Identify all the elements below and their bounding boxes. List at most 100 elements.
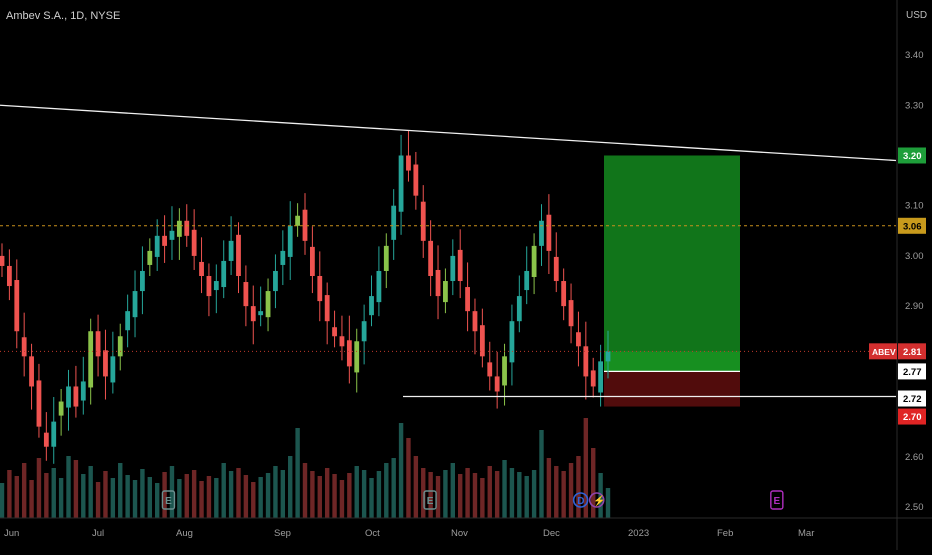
candle-body (524, 270, 530, 291)
earnings-icon[interactable] (161, 490, 176, 510)
x-tick-label: Dec (543, 528, 560, 539)
candle-body (428, 240, 434, 276)
volume-bar (480, 478, 485, 518)
volume-bar (554, 466, 559, 518)
price-tag-label: 2.72 (903, 394, 922, 405)
price-tag-label: 2.70 (903, 412, 922, 423)
volume-bar (347, 473, 352, 518)
candle-body (176, 220, 182, 237)
candle-body (443, 281, 448, 303)
volume-bar (324, 468, 330, 518)
loss-zone[interactable] (604, 371, 740, 407)
candle-body (531, 245, 537, 278)
volume-bar (546, 458, 552, 518)
x-tick-label: Jul (92, 528, 104, 539)
price-tag-entry[interactable] (898, 363, 926, 380)
candle-body (354, 341, 360, 373)
candle-body (80, 381, 86, 401)
open-pnl-zone (604, 351, 740, 372)
y-tick-label: 2.90 (905, 301, 924, 312)
volume-bar (147, 477, 153, 518)
event-marker-label: ⚡ (593, 494, 605, 507)
volume-bar (361, 470, 367, 518)
volume-bar (95, 482, 101, 518)
candle-body (590, 370, 596, 387)
y-tick-label: 3.40 (905, 50, 924, 61)
dividend-icon[interactable] (572, 492, 589, 508)
volume-bar (51, 468, 56, 518)
candle-body (14, 280, 20, 332)
candle-body (539, 220, 544, 246)
volume-bar (140, 469, 145, 518)
volume-bar (58, 478, 64, 518)
candle-body (147, 250, 153, 265)
price-tag-trendline[interactable] (898, 147, 926, 164)
volume-bar (251, 482, 256, 518)
y-tick-label: 3.00 (905, 251, 924, 262)
candle-body (398, 155, 404, 212)
trendline[interactable] (0, 104, 897, 162)
event-marker-label: E (774, 496, 781, 507)
symbol-tag[interactable] (869, 343, 897, 360)
candle-body (346, 340, 352, 367)
volume-bar (421, 468, 426, 518)
candle-body (58, 401, 64, 416)
volume-bar (88, 466, 93, 518)
candle-body (383, 245, 389, 271)
profit-zone[interactable] (604, 155, 740, 372)
volume-bar (376, 471, 382, 518)
candle-body (332, 327, 337, 337)
volume-bar (443, 470, 448, 518)
volume-bar (29, 480, 34, 518)
y-tick-label: 2.60 (905, 452, 924, 463)
candle-body (236, 234, 241, 276)
candle-body (324, 295, 330, 322)
candle-body (302, 209, 308, 241)
x-tick-label: Oct (365, 528, 380, 539)
volume-bar (258, 477, 263, 518)
split-icon[interactable] (588, 492, 605, 508)
symbol-title: Ambev S.A., 1D, NYSE (6, 10, 121, 22)
volume-bar (465, 468, 470, 518)
volume-bar (354, 466, 359, 518)
price-tag-resistance[interactable] (898, 217, 926, 234)
candle-body (199, 261, 204, 276)
price-tag-last[interactable] (898, 343, 926, 360)
volume-bar (81, 474, 86, 518)
x-tick-label: 2023 (628, 528, 649, 539)
volume-bar (517, 472, 522, 518)
x-tick-label: Jun (4, 528, 19, 539)
earnings-icon[interactable] (423, 490, 437, 510)
candle-body (413, 164, 419, 196)
candle-body (51, 421, 57, 447)
volume-bar (228, 471, 234, 518)
volume-bar (295, 428, 300, 518)
candle-body (206, 276, 212, 297)
candle-body (509, 321, 515, 363)
volume-bar (487, 466, 492, 518)
price-tag-stop[interactable] (898, 408, 926, 425)
price-tag-label: 2.77 (903, 367, 922, 378)
volume-bar (169, 466, 175, 518)
earnings-icon[interactable] (770, 490, 784, 510)
volume-bar (66, 456, 71, 518)
candle-body (117, 336, 123, 357)
volume-bar (605, 488, 611, 518)
candle-body (295, 215, 301, 226)
candle-body (479, 325, 485, 357)
candle-body (576, 332, 581, 347)
x-tick-label: Feb (717, 528, 733, 539)
candle-body (6, 265, 12, 287)
candle-body (472, 311, 478, 332)
price-tag-support[interactable] (898, 390, 926, 407)
price-tag-label: 2.81 (903, 347, 922, 358)
volume-bar (184, 474, 189, 518)
candle-body (361, 321, 367, 342)
y-tick-label: 2.50 (905, 502, 924, 513)
candle-body (435, 269, 441, 297)
volume-bar (132, 480, 138, 518)
volume-bar (103, 471, 108, 518)
volume-bar (428, 472, 433, 518)
